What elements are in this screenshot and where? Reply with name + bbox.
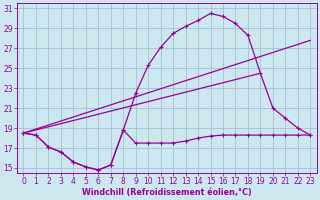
X-axis label: Windchill (Refroidissement éolien,°C): Windchill (Refroidissement éolien,°C): [82, 188, 252, 197]
